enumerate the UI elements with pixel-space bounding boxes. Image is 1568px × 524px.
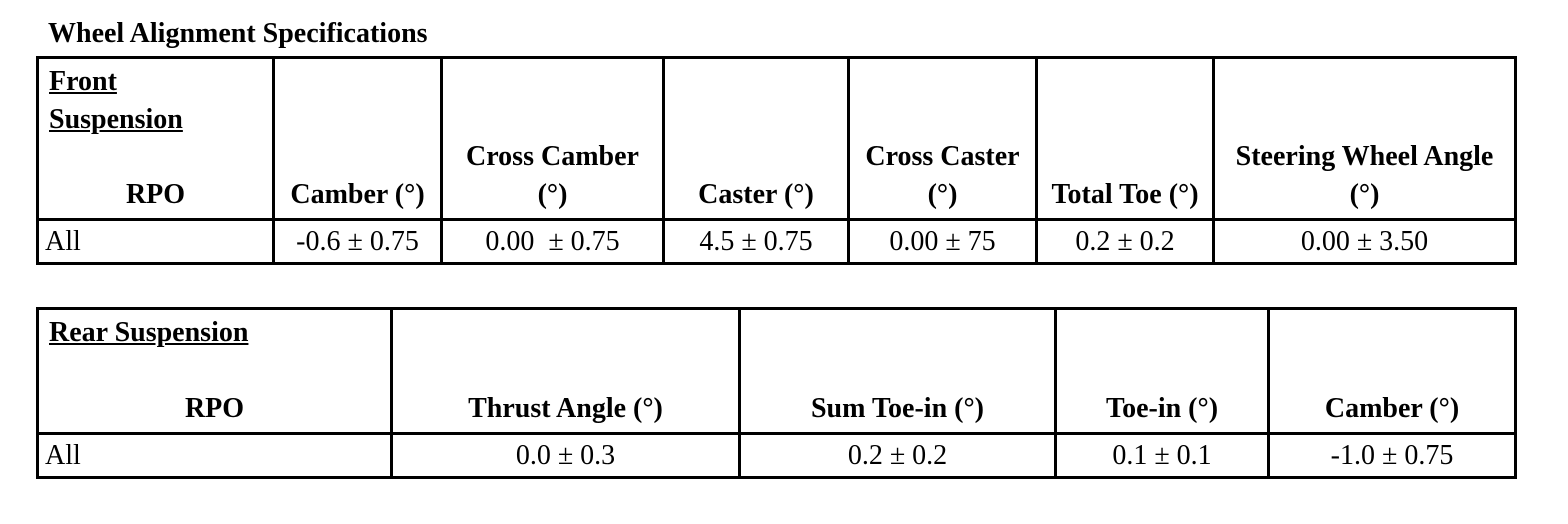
cell: 0.0 ± 0.3 [390, 432, 741, 479]
cell: 0.00 ± 75 [847, 218, 1038, 265]
rear-table: Rear Suspension RPO Thrust Angle (°) Sum… [36, 307, 1517, 479]
cell: 0.00 ± 0.75 [440, 218, 665, 265]
header-row: Front Suspension RPO Camber (°) Cross Ca… [36, 56, 1517, 221]
front-table: Front Suspension RPO Camber (°) Cross Ca… [36, 56, 1517, 265]
header-cell: Steering Wheel Angle (°) [1212, 56, 1517, 221]
data-row: All -0.6 ± 0.75 0.00 ± 0.75 4.5 ± 0.75 0… [36, 218, 1517, 265]
section-label: Rear Suspension [49, 317, 249, 348]
header-cell: Cross Caster (°) [847, 56, 1038, 221]
cell: All [36, 218, 275, 265]
header-cell: Toe-in (°) [1054, 307, 1270, 435]
cell: 4.5 ± 0.75 [662, 218, 850, 265]
cell: -0.6 ± 0.75 [272, 218, 443, 265]
header-cell: Total Toe (°) [1035, 56, 1215, 221]
section-label: Front Suspension [49, 66, 183, 135]
header-cell: Thrust Angle (°) [390, 307, 741, 435]
data-row: All 0.0 ± 0.3 0.2 ± 0.2 0.1 ± 0.1 -1.0 ±… [36, 432, 1517, 479]
cell: 0.1 ± 0.1 [1054, 432, 1270, 479]
header-text: RPO [184, 393, 245, 424]
header-row: Rear Suspension RPO Thrust Angle (°) Sum… [36, 307, 1517, 435]
header-cell: Caster (°) [662, 56, 850, 221]
cell: 0.00 ± 3.50 [1212, 218, 1517, 265]
cell: All [36, 432, 393, 479]
document-title: Wheel Alignment Specifications [48, 18, 428, 49]
cell: -1.0 ± 0.75 [1267, 432, 1517, 479]
header-cell: Camber (°) [272, 56, 443, 221]
header-cell: Cross Camber (°) [440, 56, 665, 221]
header-cell: Rear Suspension RPO [36, 307, 393, 435]
header-cell: Front Suspension RPO [36, 56, 275, 221]
cell: 0.2 ± 0.2 [738, 432, 1057, 479]
cell: 0.2 ± 0.2 [1035, 218, 1215, 265]
header-text: RPO [125, 179, 186, 210]
header-cell: Camber (°) [1267, 307, 1517, 435]
header-cell: Sum Toe-in (°) [738, 307, 1057, 435]
